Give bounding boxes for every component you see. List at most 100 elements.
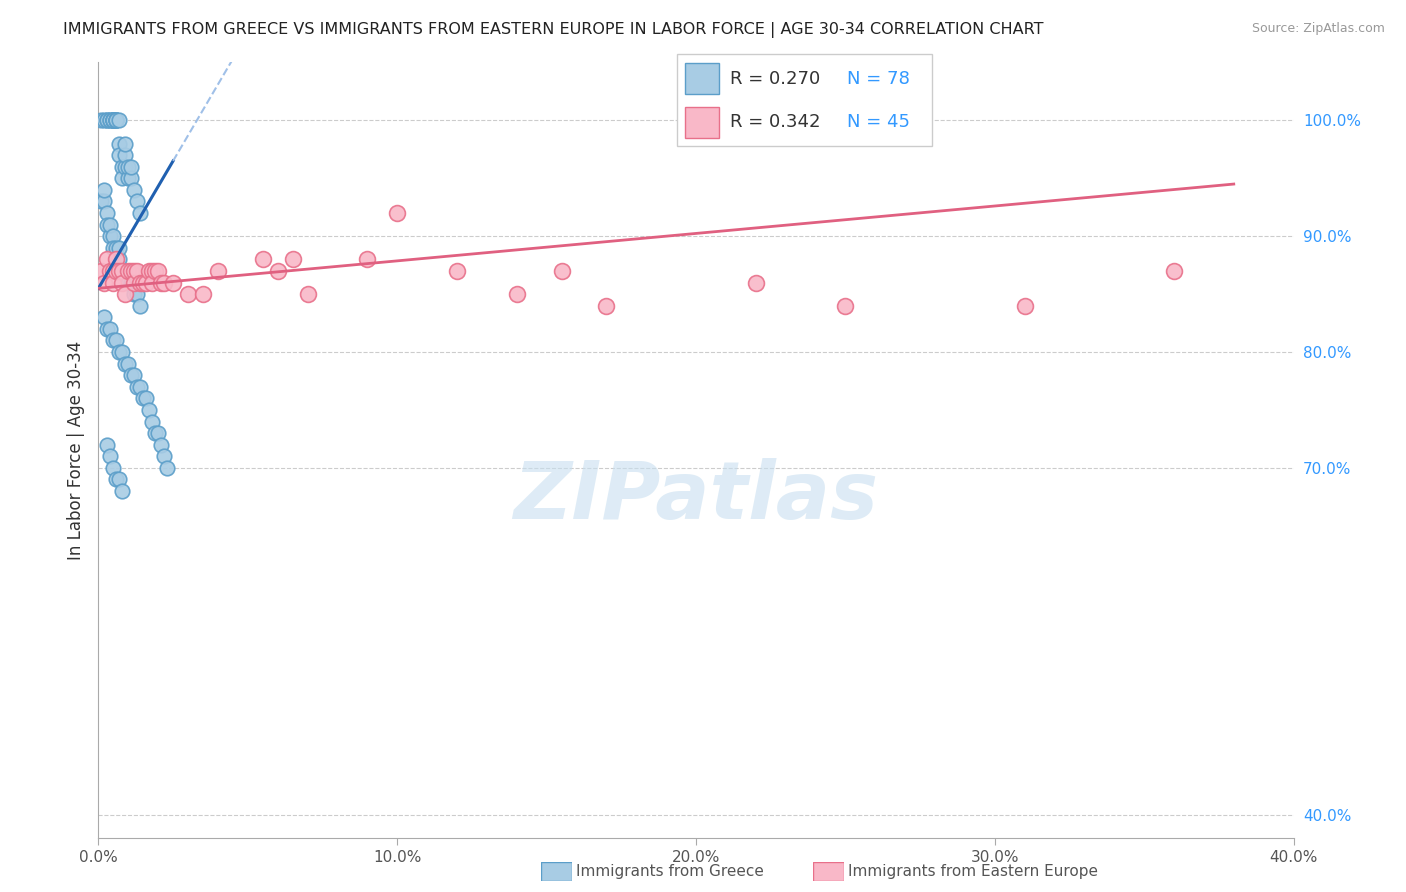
Point: [114, 136, 136, 151]
Text: R = 0.342: R = 0.342: [730, 113, 820, 131]
Point: [150, 276, 173, 290]
Point: [114, 357, 136, 371]
Point: [135, 392, 157, 406]
Point: [98, 449, 122, 463]
Point: [96, 206, 118, 220]
Point: [105, 113, 128, 128]
Point: [162, 276, 184, 290]
FancyBboxPatch shape: [685, 63, 718, 94]
Point: [207, 264, 229, 278]
Point: [191, 287, 214, 301]
Point: [1163, 264, 1185, 278]
Point: [103, 113, 125, 128]
Text: IMMIGRANTS FROM GREECE VS IMMIGRANTS FROM EASTERN EUROPE IN LABOR FORCE | AGE 30: IMMIGRANTS FROM GREECE VS IMMIGRANTS FRO…: [63, 22, 1043, 38]
Point: [114, 264, 136, 278]
Point: [114, 287, 136, 301]
Point: [105, 113, 128, 128]
Point: [108, 136, 131, 151]
Point: [108, 264, 131, 278]
Point: [267, 264, 290, 278]
Point: [105, 241, 128, 255]
Point: [90, 194, 112, 209]
Point: [111, 160, 134, 174]
Point: [252, 252, 274, 267]
Point: [141, 415, 163, 429]
Point: [108, 472, 131, 486]
Point: [141, 264, 163, 278]
Point: [150, 438, 173, 452]
FancyBboxPatch shape: [678, 54, 932, 146]
Point: [105, 113, 128, 128]
Point: [108, 241, 131, 255]
Point: [120, 368, 142, 383]
Point: [98, 218, 122, 232]
Point: [281, 252, 304, 267]
Text: N = 78: N = 78: [846, 70, 910, 87]
Point: [103, 113, 125, 128]
Point: [135, 276, 157, 290]
Point: [117, 264, 139, 278]
Text: Source: ZipAtlas.com: Source: ZipAtlas.com: [1251, 22, 1385, 36]
Point: [1014, 299, 1036, 313]
Point: [117, 171, 139, 186]
Point: [93, 183, 115, 197]
Point: [98, 322, 122, 336]
FancyBboxPatch shape: [685, 107, 718, 138]
Text: Immigrants from Greece: Immigrants from Greece: [576, 864, 765, 879]
Point: [98, 264, 122, 278]
Point: [103, 460, 125, 475]
Point: [127, 380, 149, 394]
Y-axis label: In Labor Force | Age 30-34: In Labor Force | Age 30-34: [66, 341, 84, 560]
Point: [117, 357, 139, 371]
Point: [129, 380, 152, 394]
Point: [129, 299, 152, 313]
Point: [103, 113, 125, 128]
Point: [105, 113, 128, 128]
Text: Immigrants from Eastern Europe: Immigrants from Eastern Europe: [848, 864, 1098, 879]
Point: [129, 206, 152, 220]
Point: [385, 206, 409, 220]
Point: [143, 264, 166, 278]
Point: [105, 252, 128, 267]
Point: [156, 460, 179, 475]
Point: [177, 287, 200, 301]
Point: [124, 183, 146, 197]
Point: [506, 287, 529, 301]
Point: [120, 276, 142, 290]
Point: [120, 264, 142, 278]
Point: [141, 276, 163, 290]
Point: [96, 113, 118, 128]
Point: [138, 264, 160, 278]
Text: R = 0.270: R = 0.270: [730, 70, 820, 87]
Point: [96, 322, 118, 336]
Point: [124, 276, 146, 290]
Point: [96, 252, 118, 267]
Point: [103, 113, 125, 128]
Point: [111, 171, 134, 186]
Point: [148, 426, 170, 441]
Point: [93, 194, 115, 209]
Point: [111, 483, 134, 498]
Text: ZIPatlas: ZIPatlas: [513, 458, 879, 536]
Point: [98, 229, 122, 244]
Point: [153, 276, 176, 290]
Point: [132, 276, 155, 290]
Point: [595, 299, 617, 313]
Point: [111, 276, 134, 290]
Point: [108, 148, 131, 162]
Point: [96, 218, 118, 232]
Point: [108, 345, 131, 359]
Point: [124, 264, 146, 278]
Point: [127, 194, 149, 209]
Point: [103, 241, 125, 255]
Point: [103, 264, 125, 278]
Point: [124, 287, 146, 301]
Point: [114, 160, 136, 174]
Point: [745, 276, 768, 290]
Point: [148, 264, 170, 278]
Point: [103, 276, 125, 290]
Point: [105, 334, 128, 348]
Point: [96, 113, 118, 128]
Point: [93, 113, 115, 128]
Point: [111, 264, 134, 278]
